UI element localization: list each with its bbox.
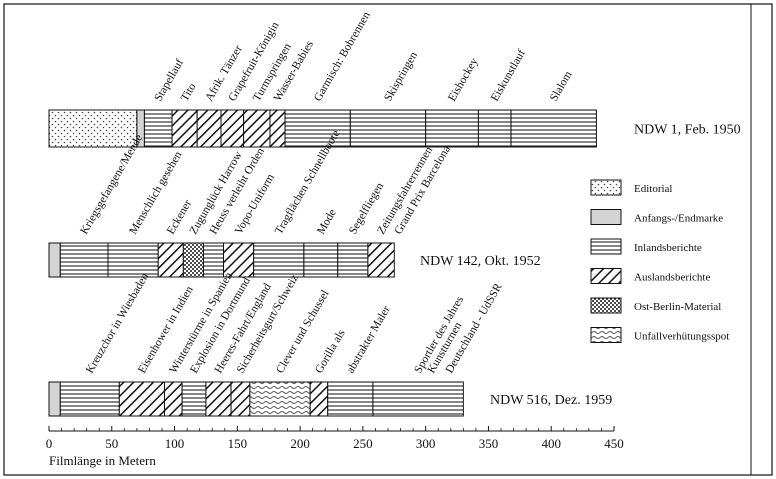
legend: Editorial Anfangs-/Endmarke Inlandsbericht… (590, 179, 729, 343)
bar-segment (249, 381, 311, 417)
x-tick-label: 200 (290, 436, 310, 451)
bar-segment (164, 381, 183, 417)
bar-segment (349, 109, 427, 148)
x-tick-label: 100 (165, 436, 185, 451)
bar-segment (107, 242, 159, 278)
bar-name: NDW 516, Dez. 1959 (490, 393, 612, 408)
bar-segment (181, 381, 207, 417)
bar-name: NDW 1, Feb. 1950 (634, 123, 741, 138)
legend-label: Inlandsberichte (634, 242, 702, 254)
x-tick-label: 50 (105, 436, 118, 451)
bar-segment (59, 242, 109, 278)
legend-swatch (590, 297, 622, 314)
x-tick-label: 350 (479, 436, 499, 451)
legend-label: Editorial (634, 183, 673, 195)
bar-segment (202, 242, 225, 278)
legend-swatch (590, 179, 622, 196)
bar-segment (118, 381, 166, 417)
bar-segment (243, 109, 271, 148)
legend-label: Ost-Berlin-Material (634, 301, 721, 313)
bar-segment (284, 109, 351, 148)
legend-label: Unfallverhütungsspot (634, 331, 729, 343)
bar-segment (182, 242, 204, 278)
legend-label: Anfangs-/Endmarke (634, 213, 723, 225)
bar-segment (372, 381, 464, 417)
bar-segment (253, 242, 305, 278)
legend-swatch (590, 327, 622, 343)
bar-segment (327, 381, 374, 417)
x-tick-label: 0 (46, 436, 53, 451)
legend-swatch (590, 238, 622, 255)
bar-segment (303, 242, 339, 278)
bar-segment (205, 381, 232, 417)
bar-segment (510, 109, 597, 148)
x-tick-label: 300 (416, 436, 436, 451)
legend-label: Auslandsberichte (634, 272, 710, 284)
bar-segment (367, 242, 395, 278)
bar-segment (269, 109, 286, 148)
x-tick-label: 250 (353, 436, 373, 451)
bar-segment (196, 109, 222, 148)
bar-segment (425, 109, 479, 148)
bar-segment (48, 109, 138, 148)
x-axis: 0 50 100 150 200 250 300 350 400 450 (46, 426, 624, 451)
bar-segment (143, 109, 173, 148)
x-tick-label: 450 (604, 436, 624, 451)
bar-segment (48, 381, 61, 417)
bar-segment (309, 381, 329, 417)
bar-segment (337, 242, 369, 278)
bar-names-layer: NDW 1, Feb. 1950 NDW 142, Okt. 1952 NDW 51… (420, 123, 741, 409)
bar-segment (477, 109, 512, 148)
x-tick-label: 150 (228, 436, 248, 451)
bar-segment (223, 242, 255, 278)
bar-segment (157, 242, 184, 278)
bar-segment (220, 109, 245, 148)
legend-swatch (590, 209, 622, 225)
bar-segment (230, 381, 251, 417)
bar-name: NDW 142, Okt. 1952 (420, 254, 541, 269)
x-tick-label: 400 (541, 436, 561, 451)
bar-segment (171, 109, 198, 148)
bars-layer (48, 109, 597, 417)
bar-segment (59, 381, 120, 417)
x-axis-label: Filmlänge in Metern (49, 453, 156, 468)
bar-segment (48, 242, 61, 278)
legend-swatch (590, 268, 622, 284)
